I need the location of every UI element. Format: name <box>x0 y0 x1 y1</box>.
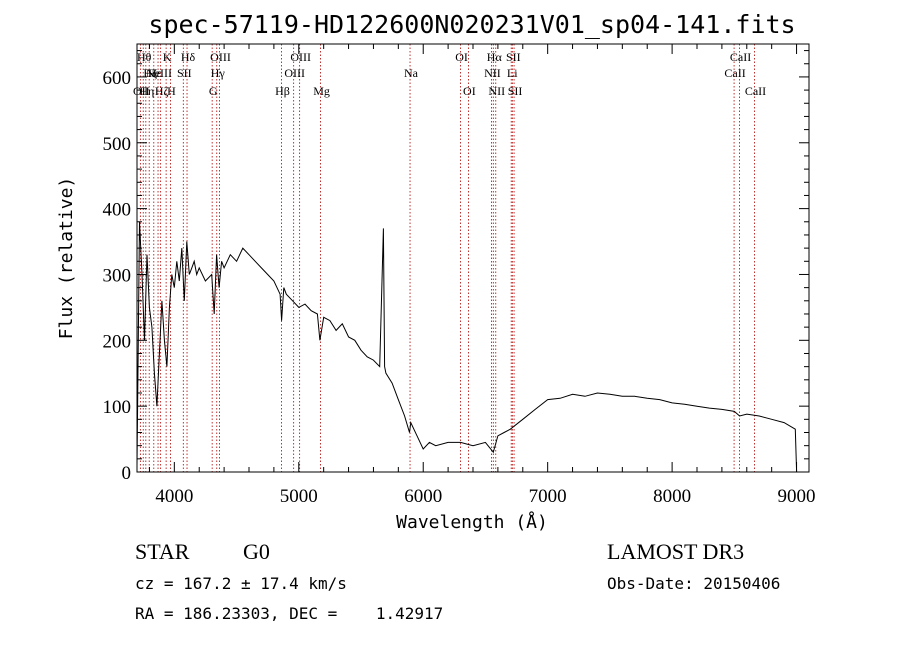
x-tick-label: 4000 <box>155 486 193 507</box>
x-tick-label: 9000 <box>778 486 816 507</box>
flux-series-line <box>136 221 798 473</box>
emission-line-label: H <box>167 84 176 98</box>
emission-line-label: Na <box>404 66 419 80</box>
object-class: STAR <box>135 539 190 564</box>
emission-line-label: Mg <box>313 84 330 98</box>
observation-date: Obs-Date: 20150406 <box>607 574 781 593</box>
y-axis: 0 100 200 300 400 500 600 <box>103 50 809 484</box>
emission-line-label: Hα <box>487 50 503 64</box>
survey-name: LAMOST DR3 <box>607 539 745 564</box>
x-axis-label: Wavelength (Å) <box>396 511 548 533</box>
emission-line-label: Hθ <box>137 50 152 64</box>
redshift-velocity: cz = 167.2 ± 17.4 km/s <box>135 574 347 593</box>
x-tick-label: 5000 <box>280 486 318 507</box>
y-tick-label: 400 <box>103 200 132 221</box>
emission-line-label: OIII <box>284 66 305 80</box>
emission-line-label: SII <box>508 84 523 98</box>
x-axis: 4000 5000 6000 7000 8000 9000 <box>148 44 816 507</box>
emission-line-label: Hβ <box>275 84 290 98</box>
emission-line-label: Li <box>507 66 518 80</box>
x-tick-label: 7000 <box>529 486 567 507</box>
x-tick-label: 6000 <box>404 486 442 507</box>
coordinates: RA = 186.23303, DEC = 1.42917 <box>135 604 444 623</box>
y-tick-label: 500 <box>103 134 132 155</box>
emission-line-label: Hγ <box>211 66 226 80</box>
y-axis-label: Flux (relative) <box>56 177 77 340</box>
y-tick-label: 600 <box>103 68 132 89</box>
emission-line-label: Hδ <box>181 50 196 64</box>
subclass: G0 <box>243 539 270 564</box>
emission-line-label: OI <box>455 50 468 64</box>
emission-line-label: Hη <box>139 84 154 98</box>
x-tick-label: 8000 <box>653 486 691 507</box>
emission-line-label: K <box>163 50 172 64</box>
emission-line-label: SII <box>506 50 521 64</box>
chart-title: spec-57119-HD122600N020231V01_sp04-141.f… <box>148 10 795 39</box>
emission-line-label: Hε <box>148 66 162 80</box>
y-tick-label: 300 <box>103 265 132 286</box>
emission-line-labels: OIIHθHηHζHεNeIIIHζKHSIIHδGHγOIIIHβOIIIOI… <box>133 50 766 98</box>
emission-line-label: CaII <box>745 84 766 98</box>
emission-line-label: NeIII <box>146 66 172 80</box>
emission-line-label: CaII <box>724 66 745 80</box>
emission-line-label: OI <box>463 84 476 98</box>
emission-line-label: OIII <box>210 50 231 64</box>
emission-line-label: NII <box>488 84 505 98</box>
emission-line-label: G <box>209 84 218 98</box>
emission-line-markers <box>139 44 755 472</box>
emission-line-label: SII <box>177 66 192 80</box>
emission-line-label: CaII <box>730 50 751 64</box>
emission-line-label: OIII <box>290 50 311 64</box>
y-tick-label: 0 <box>122 463 132 484</box>
y-tick-label: 100 <box>103 397 132 418</box>
emission-line-label: Hζ <box>155 84 169 98</box>
y-tick-label: 200 <box>103 331 132 352</box>
emission-line-label: NII <box>484 66 501 80</box>
